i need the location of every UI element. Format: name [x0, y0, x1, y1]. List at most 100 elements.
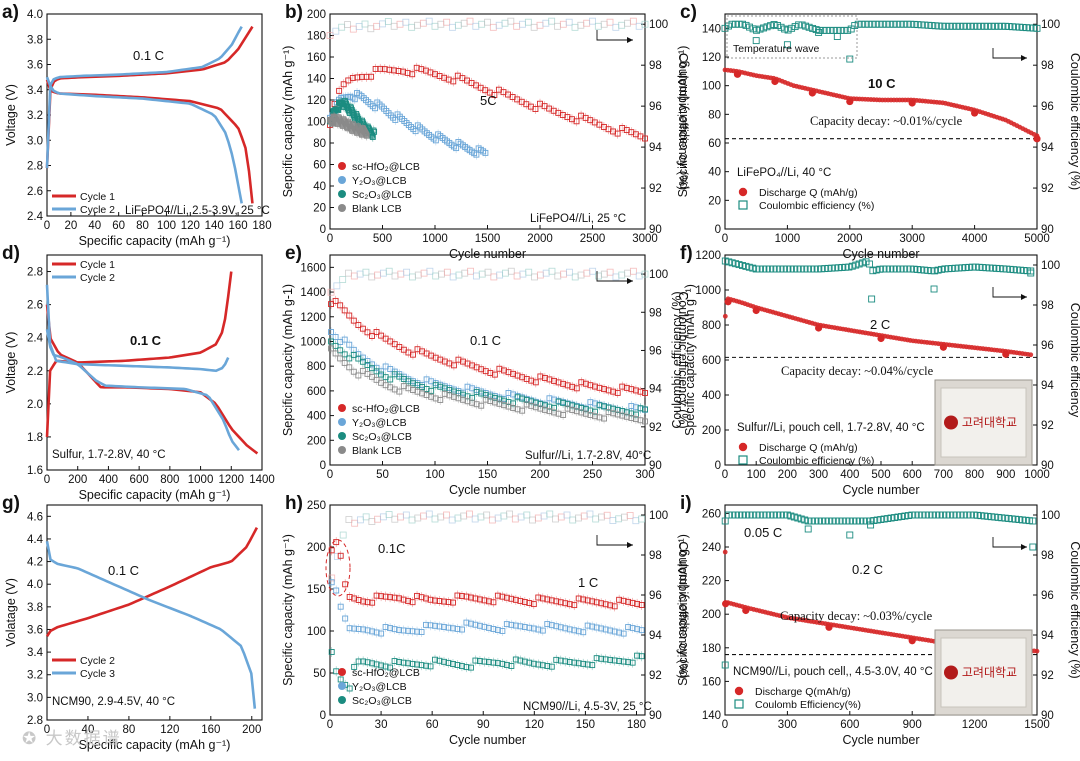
ce-point — [626, 512, 634, 519]
data-point — [499, 660, 506, 667]
y2-tick-label: 100 — [649, 19, 668, 31]
ce-point — [525, 268, 533, 276]
data-point — [454, 592, 461, 599]
y2-tick-label: 96 — [649, 101, 662, 113]
data-point — [450, 362, 457, 369]
ce-point — [361, 20, 369, 28]
data-point — [432, 137, 439, 144]
y-tick-label: 0 — [320, 710, 326, 722]
ce-point — [385, 511, 393, 518]
ce-point — [984, 22, 992, 30]
y-tick-label: 60 — [313, 160, 326, 172]
data-point — [571, 627, 578, 634]
data-point — [454, 662, 461, 668]
ce-point — [350, 272, 358, 280]
data-point — [364, 627, 371, 634]
legend-swatch — [338, 190, 346, 198]
ce-point — [1001, 22, 1009, 30]
data-point — [589, 662, 596, 669]
ce-point — [355, 23, 363, 30]
x-tick-label: 60 — [112, 220, 125, 232]
ce-point — [970, 511, 978, 519]
ce-point — [991, 513, 999, 521]
x-axis-label: Cycle number — [842, 733, 919, 747]
data-point — [346, 685, 353, 692]
rate-label: 0.1 C — [130, 333, 162, 348]
y2-tick-label: 94 — [1041, 630, 1054, 642]
data-point — [445, 599, 452, 606]
data-point — [546, 395, 553, 402]
data-point — [553, 656, 560, 663]
ce-point — [367, 25, 375, 33]
chart-panel-i: 0 300 600 900 1200 1500 140 160 180 200 220 240 260 9… — [676, 493, 1080, 747]
x-tick-label: 180 — [627, 719, 646, 731]
ce-outlier — [867, 521, 875, 529]
y-tick-label: 100 — [307, 626, 326, 638]
highlight-ellipse — [325, 539, 351, 597]
ce-point — [489, 23, 497, 31]
x-tick-label: 100 — [157, 220, 176, 232]
ce-point — [461, 269, 469, 277]
data-point — [532, 379, 539, 386]
data-point — [505, 403, 512, 410]
ce-point — [932, 511, 940, 519]
data-point — [611, 628, 618, 635]
data-point — [573, 408, 580, 415]
data-point — [463, 619, 470, 626]
ce-point — [472, 272, 480, 280]
data-point-marker — [808, 89, 816, 97]
x-tick-label: 0 — [44, 220, 50, 232]
data-point — [517, 597, 524, 604]
ce-point — [472, 22, 480, 30]
data-point — [560, 411, 567, 418]
data-point — [584, 597, 591, 604]
data-point — [378, 630, 385, 637]
ce-point — [784, 26, 792, 34]
ce-point — [921, 21, 929, 29]
rate-label: 5C — [480, 93, 497, 108]
legend-swatch — [738, 200, 748, 210]
panel-label: e) — [285, 243, 302, 264]
ce-point — [443, 268, 451, 276]
ce-point — [403, 268, 411, 276]
y-axis-label: Volatage (V) — [4, 578, 18, 647]
ce-outlier — [868, 295, 876, 303]
data-point — [369, 365, 375, 372]
ce-point — [641, 20, 649, 28]
data-point — [455, 395, 462, 402]
y-tick-label: 240 — [702, 542, 721, 554]
ce-point — [833, 26, 841, 34]
plot-frame — [724, 504, 1038, 716]
ce-point — [349, 25, 357, 33]
ce-point — [918, 511, 926, 519]
ce-outlier — [721, 661, 729, 669]
data-point-marker — [877, 334, 885, 343]
data-point — [432, 395, 439, 402]
legend-label: Discharge Q (mAh/g) — [759, 187, 858, 199]
ce-point — [749, 25, 757, 33]
data-point — [539, 595, 546, 602]
y2-tick-label: 98 — [1041, 550, 1054, 562]
data-point — [355, 626, 362, 632]
ce-point — [542, 19, 550, 27]
data-point — [432, 382, 439, 389]
data-point — [499, 627, 506, 634]
data-point — [602, 656, 609, 663]
legend-label: Sc₂O₃@LCB — [352, 695, 412, 707]
data-point — [548, 622, 555, 629]
data-point — [611, 657, 618, 664]
y2-tick-label: 94 — [649, 142, 662, 154]
ce-point — [987, 513, 995, 521]
data-point — [555, 398, 562, 405]
data-point — [469, 399, 476, 406]
data-point — [614, 389, 621, 396]
data-point — [587, 399, 594, 406]
condition-label: NCM90, 2.9-4.5V, 40 °C — [52, 696, 175, 708]
ce-point — [500, 512, 508, 520]
data-point — [460, 358, 466, 365]
ce-point — [437, 513, 445, 521]
series-line-cycle-2 — [45, 284, 230, 373]
ce-point — [860, 517, 867, 525]
ce-point — [529, 516, 536, 524]
data-point — [351, 663, 358, 670]
